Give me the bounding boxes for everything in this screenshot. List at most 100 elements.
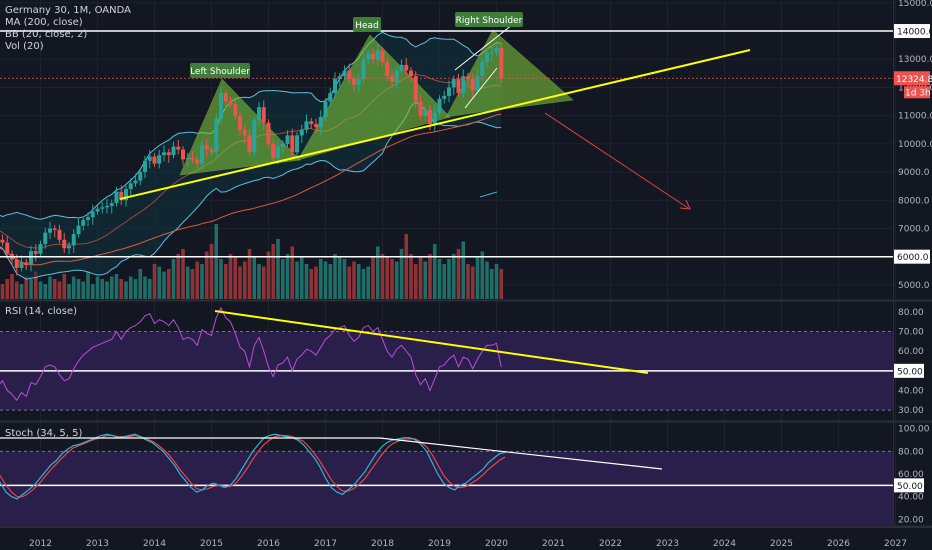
candle-body (280, 143, 285, 147)
volume-bar (166, 269, 171, 299)
price-axis[interactable]: 5000.0 7000.0 8000.0 9000.0 10000.0 11000.0 12… (893, 0, 932, 525)
rsi-indicator-label[interactable]: RSI (14, close) (5, 306, 78, 317)
volume-bar (366, 266, 371, 299)
volume-bar (185, 266, 190, 299)
candle-body (152, 156, 157, 164)
volume-bar (147, 279, 152, 299)
volume-bar (143, 276, 147, 299)
candle-body (238, 115, 242, 130)
rsi-line (0, 306, 502, 402)
symbol-title[interactable]: Germany 30, 1M, OANDA (5, 5, 131, 16)
time-axis[interactable]: 2012 2013 2014 2015 2016 2017 2018 2019 2020 2021… (0, 527, 932, 550)
volume-bar (361, 269, 366, 299)
price-axis-tick: 5000.0 (898, 281, 930, 291)
volume-bar (356, 264, 361, 299)
candle-body (233, 104, 238, 116)
ma-indicator-label[interactable]: MA (200, close) (5, 17, 83, 28)
volume-indicator-label[interactable]: Vol (20) (5, 41, 44, 52)
candle-body (19, 262, 24, 268)
volume-bar (233, 256, 238, 299)
volume-bar (10, 274, 14, 299)
candle-body (499, 47, 504, 79)
volume-bar (105, 281, 109, 299)
candle-body (399, 64, 404, 71)
candle-body (347, 70, 352, 79)
candle-body (57, 229, 62, 240)
volume-bar (138, 269, 143, 299)
right-shoulder-triangle (445, 29, 574, 118)
stoch-axis-tick: 80.00 (898, 447, 924, 457)
level-badge-label-1: 6000.0 (897, 253, 929, 263)
candle-body (447, 87, 451, 96)
rsi-axis-tick: 30.00 (898, 406, 924, 416)
bollinger-upper (0, 31, 502, 220)
stoch-pane: 20.00 40.00 60.00 80.00 100.00 50.00 (0, 425, 930, 525)
time-axis-tick: 2013 (86, 539, 109, 549)
candle-body (29, 251, 33, 266)
candle-body (390, 76, 394, 82)
volume-bar (0, 284, 5, 299)
candle-body (109, 203, 114, 206)
price-axis-tick: 13000.0 (898, 55, 932, 65)
volume-bar (38, 281, 43, 299)
volume-bar (14, 281, 19, 299)
candle-body (432, 112, 437, 125)
candle-body (48, 228, 52, 233)
volume-bar (214, 224, 219, 299)
stoch-band-fill (0, 451, 893, 525)
time-axis-tick: 2024 (713, 539, 736, 549)
pattern-label-1: Head (355, 21, 379, 31)
volume-bar (299, 256, 304, 299)
candle-body (86, 217, 90, 221)
stoch-resistance-down (379, 437, 663, 470)
candle-body (195, 159, 200, 164)
candle-body (394, 70, 399, 82)
volume-bar (337, 256, 342, 299)
bb-indicator-label[interactable]: BB (20, close, 2) (5, 29, 88, 40)
candle-body (119, 191, 124, 201)
level-badge-1 (894, 249, 930, 264)
candle-body (304, 121, 309, 130)
candle-body (157, 155, 162, 164)
candle-body (176, 146, 181, 150)
candle-body (95, 208, 100, 212)
volume-bar (342, 259, 347, 299)
rsi-divergence-line (214, 310, 649, 374)
pattern-label-box-0 (190, 63, 250, 78)
candle-body (52, 228, 57, 230)
volume-layer (0, 224, 504, 299)
volume-bar (62, 274, 67, 299)
current-price-badge (894, 71, 930, 86)
candle-body (470, 78, 475, 91)
candle-body (404, 64, 409, 71)
rsi-pane: 30.00 40.00 50.00 60.00 70.00 80.00 (0, 306, 924, 416)
stoch-axis-tick: 60.00 (898, 470, 924, 480)
candle-body (223, 93, 228, 102)
candle-body (67, 245, 71, 249)
volume-bar (447, 259, 451, 299)
volume-bar (333, 254, 337, 299)
stoch-badge (894, 478, 924, 493)
volume-bar (352, 261, 356, 299)
volume-bar (252, 256, 257, 299)
volume-bar (328, 264, 333, 299)
candle-body (209, 149, 214, 153)
volume-bar (29, 279, 33, 299)
volume-bar (247, 249, 252, 299)
rsi-axis-tick: 50.00 (897, 367, 923, 377)
stoch-badge-label: 50.00 (897, 482, 923, 492)
time-axis-tick: 2021 (542, 539, 565, 549)
rising-wedge-lower (464, 67, 498, 109)
time-axis-tick: 2014 (143, 539, 166, 549)
moving-average-layer (0, 113, 502, 266)
candle-body (181, 149, 185, 160)
volume-bar (399, 249, 404, 299)
volume-bar (461, 241, 466, 299)
price-axis-tick: 7000.0 (898, 224, 930, 234)
volume-bar (285, 254, 290, 299)
stoch-indicator-label[interactable]: Stoch (34, 5, 5) (5, 428, 83, 439)
candle-body (328, 93, 333, 102)
volume-bar (314, 266, 318, 299)
time-axis-tick: 2022 (599, 539, 622, 549)
